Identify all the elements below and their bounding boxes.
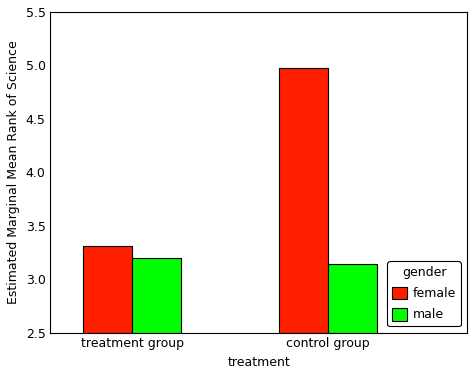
Y-axis label: Estimated Marginal Mean Rank of Science: Estimated Marginal Mean Rank of Science xyxy=(7,40,20,304)
Bar xyxy=(132,258,181,333)
Legend: female, male: female, male xyxy=(387,261,461,326)
Bar xyxy=(328,264,377,333)
Bar xyxy=(83,246,132,333)
X-axis label: treatment: treatment xyxy=(228,356,290,369)
Bar xyxy=(279,68,328,333)
